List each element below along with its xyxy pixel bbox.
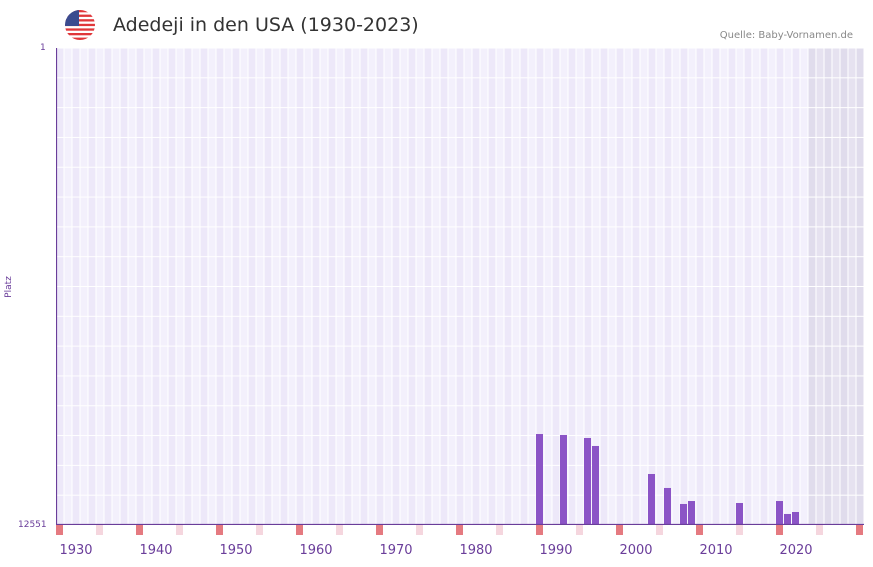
x-tick-2010: 2010 xyxy=(699,543,733,558)
x-tick-2000: 2000 xyxy=(619,543,653,558)
bar-2002[interactable] xyxy=(648,473,655,525)
chart-plot-area xyxy=(56,48,864,525)
x-tick-1960: 1960 xyxy=(299,543,333,558)
bar-1995[interactable] xyxy=(592,445,599,525)
decade-marker xyxy=(376,525,383,535)
half-decade-marker xyxy=(576,525,583,535)
decade-marker xyxy=(856,525,863,535)
x-tick-1990: 1990 xyxy=(539,543,573,558)
decade-marker xyxy=(456,525,463,535)
bar-2019[interactable] xyxy=(784,513,791,525)
bar-1991[interactable] xyxy=(560,434,567,525)
bar-2007[interactable] xyxy=(688,501,695,525)
decade-marker xyxy=(56,525,63,535)
y-tick-top: 1 xyxy=(40,43,46,53)
x-tick-1950: 1950 xyxy=(219,543,253,558)
half-decade-marker xyxy=(736,525,743,535)
half-decade-marker xyxy=(336,525,343,535)
half-decade-marker xyxy=(656,525,663,535)
decade-marker xyxy=(616,525,623,535)
decade-marker xyxy=(776,525,783,535)
decade-marker xyxy=(136,525,143,535)
source-credit: Quelle: Baby-Vornamen.de xyxy=(719,30,853,41)
bar-2020[interactable] xyxy=(792,512,799,525)
decade-marker xyxy=(296,525,303,535)
half-decade-marker xyxy=(256,525,263,535)
bar-1988[interactable] xyxy=(536,434,543,525)
decade-marker xyxy=(216,525,223,535)
half-decade-marker xyxy=(96,525,103,535)
half-decade-marker xyxy=(496,525,503,535)
bar-2013[interactable] xyxy=(736,502,743,525)
bar-2004[interactable] xyxy=(664,487,671,525)
half-decade-marker xyxy=(176,525,183,535)
x-tick-1970: 1970 xyxy=(379,543,413,558)
y-tick-bottom: 12551 xyxy=(18,520,47,530)
decade-marker xyxy=(536,525,543,535)
x-tick-1940: 1940 xyxy=(139,543,173,558)
x-tick-2020: 2020 xyxy=(779,543,813,558)
half-decade-marker xyxy=(416,525,423,535)
chart-title: Adedeji in den USA (1930-2023) xyxy=(113,14,419,36)
us-flag-icon xyxy=(65,10,95,40)
decade-marker xyxy=(696,525,703,535)
bar-2018[interactable] xyxy=(776,501,783,525)
x-tick-1980: 1980 xyxy=(459,543,493,558)
bar-2006[interactable] xyxy=(680,503,687,525)
bar-1994[interactable] xyxy=(584,437,591,525)
x-tick-1930: 1930 xyxy=(59,543,93,558)
y-axis-title: Platz xyxy=(3,276,14,298)
half-decade-marker xyxy=(816,525,823,535)
